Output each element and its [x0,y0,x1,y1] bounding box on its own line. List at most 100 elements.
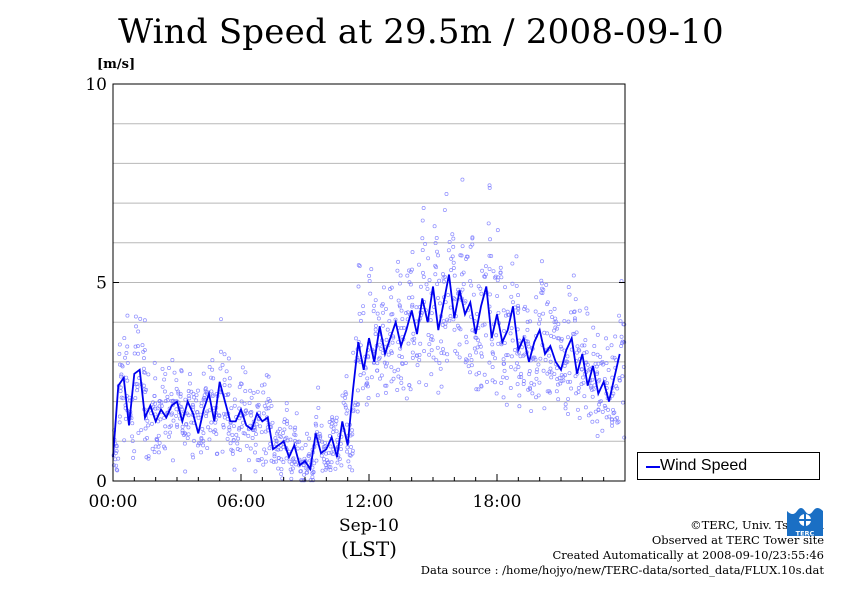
scatter-point [539,281,544,286]
scatter-point [307,436,311,441]
scatter-point [613,334,618,339]
scatter-point [217,414,222,418]
scatter-point [433,241,438,246]
scatter-point [264,400,269,405]
scatter-point [452,327,457,332]
scatter-point [289,462,294,467]
scatter-point [595,370,600,375]
scatter-point [412,336,417,341]
scatter-point [441,319,446,324]
scatter-point [539,278,544,283]
scatter-point [606,407,610,412]
scatter-point [142,348,147,353]
scatter-point [460,287,465,292]
scatter-point [533,357,538,362]
scatter-point [538,317,542,322]
scatter-point [567,371,572,376]
scatter-point [315,430,319,434]
scatter-point [278,447,283,452]
scatter-point [175,422,179,427]
scatter-point [156,444,161,449]
scatter-point [464,256,468,261]
scatter-point [590,377,595,382]
scatter-point [528,319,533,324]
scatter-point [190,402,195,407]
scatter-point [496,310,501,315]
scatter-point [534,295,539,300]
scatter-point [572,309,577,314]
scatter-point [590,394,595,399]
scatter-point [331,418,336,423]
scatter-point [421,270,425,275]
scatter-point [603,405,608,410]
scatter-point [314,458,319,463]
y-tick-label: 10 [85,75,107,95]
scatter-point [537,380,542,385]
scatter-point [597,402,602,407]
scatter-point [163,424,168,429]
scatter-point [545,302,549,307]
scatter-point [550,315,555,320]
scatter-point [274,439,279,444]
scatter-point [274,441,279,446]
scatter-point [499,380,504,385]
scatter-point [303,442,308,447]
scatter-point [486,221,491,226]
scatter-point [479,291,484,296]
scatter-point [201,443,206,448]
scatter-point [365,376,370,381]
scatter-point [469,283,474,288]
scatter-point [346,459,351,464]
scatter-point [590,419,595,424]
scatter-point [180,424,185,429]
scatter-point [618,319,623,324]
scatter-point [410,304,414,309]
scatter-point [230,451,235,456]
scatter-point [568,379,573,384]
scatter-point [574,330,579,335]
scatter-point [496,341,501,346]
scatter-point [483,264,488,269]
scatter-point [144,455,149,460]
scatter-point [581,380,586,385]
scatter-point [125,313,130,318]
scatter-point [278,434,283,439]
scatter-point [226,356,231,361]
scatter-point [117,414,122,419]
scatter-point [122,438,127,443]
scatter-point [163,372,168,376]
scatter-point [476,338,481,343]
scatter-point [163,389,167,394]
scatter-point [573,318,577,323]
scatter-point [613,417,618,422]
scatter-point [192,438,196,443]
scatter-point [205,446,210,451]
scatter-point [441,279,446,284]
scatter-point [415,353,420,358]
scatter-point [554,389,559,394]
scatter-point [264,406,269,411]
scatter-point [424,282,429,287]
scatter-point [339,447,343,452]
scatter-point [377,342,382,347]
axis-ticks: 0 5 10 00:00 06:00 12:00 18:00 [85,75,626,512]
scatter-point [417,380,422,385]
scatter-point [192,395,196,400]
scatter-point [246,458,251,463]
scatter-point [274,447,279,452]
scatter-point [211,376,216,381]
scatter-point [515,382,520,387]
scatter-point [602,377,607,381]
terc-logo-icon: TERC [787,508,823,537]
scatter-point [470,236,475,241]
scatter-point [443,275,447,280]
scatter-point [445,358,449,363]
scatter-point [117,351,122,356]
scatter-point [494,391,499,396]
scatter-point [540,291,545,295]
scatter-point [540,259,544,264]
scatter-point [383,364,388,369]
x-tick-label: 18:00 [473,492,522,512]
scatter-point [202,396,206,400]
scatter-point [574,350,579,355]
